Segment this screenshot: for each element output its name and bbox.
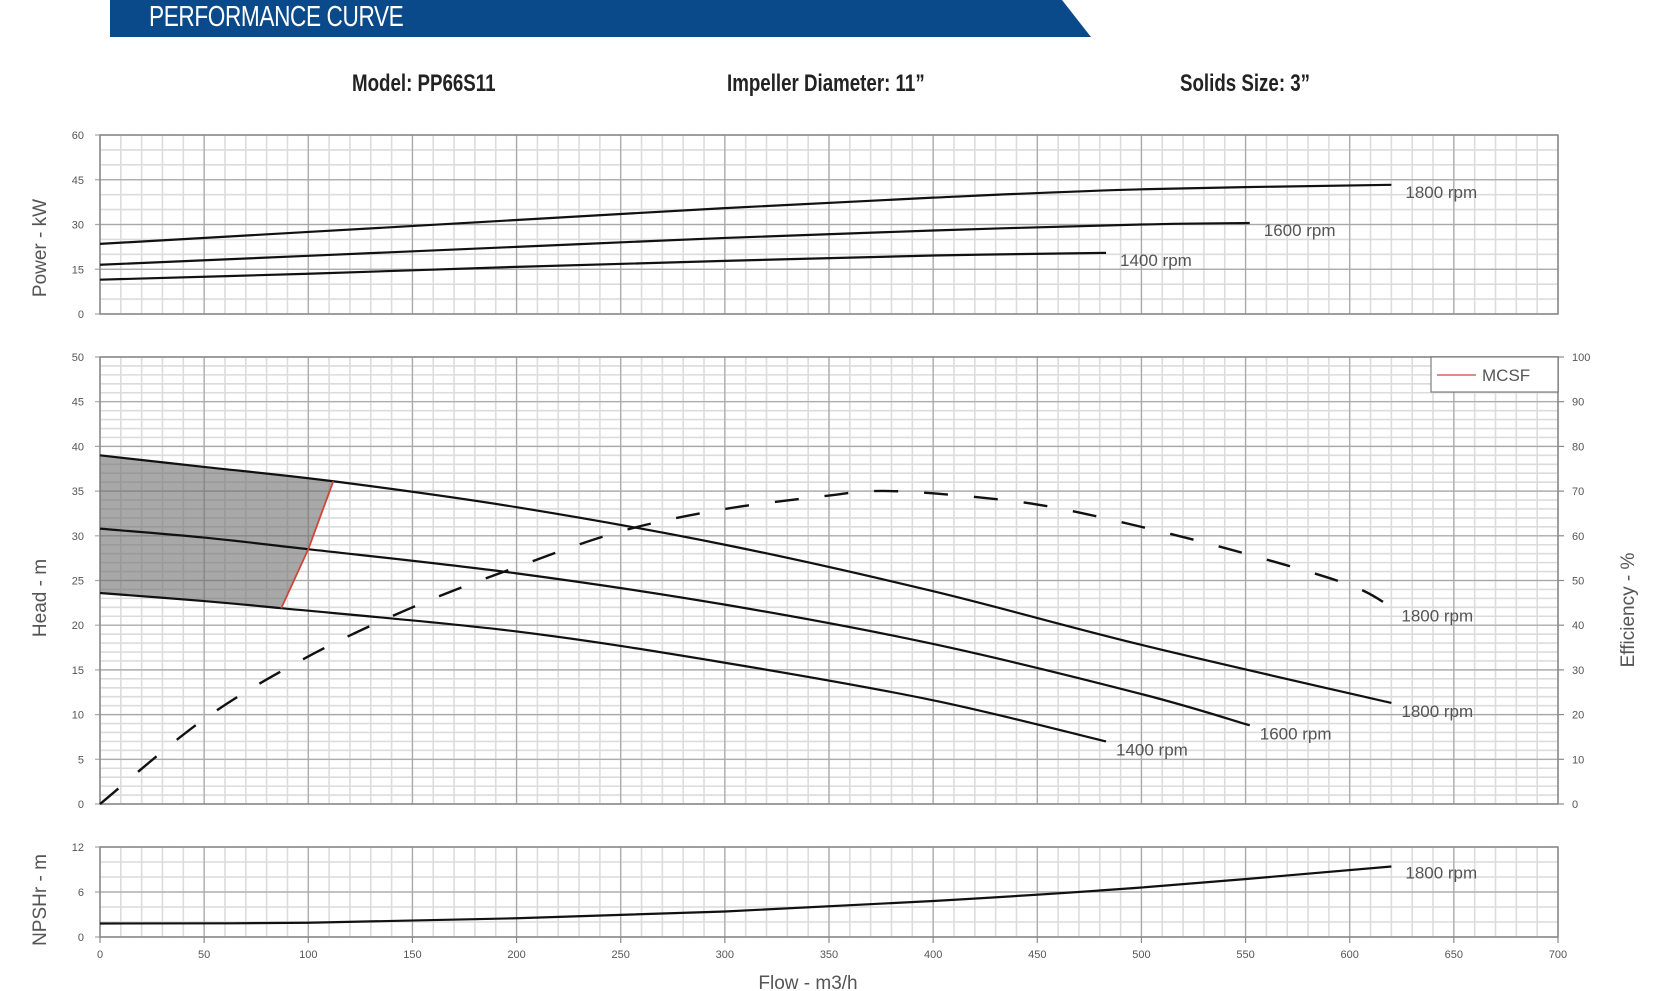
rpm-label: 1800 rpm — [1405, 864, 1477, 883]
rpm-label: 1400 rpm — [1116, 740, 1188, 759]
efficiency-tick-label: 90 — [1572, 397, 1584, 409]
power-curve-1600-rpm — [99, 221, 1250, 266]
title-banner: PERFORMANCE CURVE — [0, 0, 1654, 40]
head-curve-1400-rpm — [99, 591, 1107, 743]
y-tick-label: 12 — [72, 842, 84, 854]
y-tick-label: 45 — [72, 397, 84, 409]
x-tick-label: 650 — [1445, 949, 1463, 961]
y-tick-label: 20 — [72, 620, 84, 632]
power-chart: 0 15 30 45 60 1800 rpm 1600 rpm 1400 rpm — [72, 130, 1559, 321]
x-tick-label: 600 — [1341, 949, 1359, 961]
power-axis-label: Power - kW — [30, 199, 51, 297]
mcsf-shaded-region — [100, 455, 334, 609]
efficiency-tick-label: 10 — [1572, 754, 1584, 766]
rpm-label: 1800 rpm — [1405, 183, 1477, 202]
y-tick-label: 25 — [72, 576, 84, 588]
y-tick-label: 45 — [72, 175, 84, 187]
y-tick-label: 0 — [78, 309, 84, 321]
page-title: PERFORMANCE CURVE — [149, 1, 404, 33]
efficiency-tick-label: 40 — [1572, 620, 1584, 632]
efficiency-tick-label: 30 — [1572, 665, 1584, 677]
x-tick-label: 150 — [403, 949, 421, 961]
x-tick-label: 250 — [612, 949, 630, 961]
flow-axis-label: Flow - m3/h — [758, 973, 857, 991]
x-tick-label: 450 — [1028, 949, 1046, 961]
x-tick-label: 550 — [1236, 949, 1254, 961]
efficiency-tick-label: 80 — [1572, 441, 1584, 453]
npsh-axis-label: NPSHr - m — [30, 854, 51, 946]
y-tick-label: 0 — [78, 932, 84, 944]
mcsf-line — [280, 480, 335, 609]
y-tick-label: 30 — [72, 531, 84, 543]
head-curve-1600-rpm — [99, 527, 1251, 727]
efficiency-tick-label: 20 — [1572, 710, 1584, 722]
x-tick-label: 0 — [97, 949, 103, 961]
x-tick-label: 500 — [1132, 949, 1150, 961]
head-efficiency-chart: 0 5 10 15 20 25 30 35 40 45 50 0 10 20 30 40 50 60 70 80 90 1… — [72, 352, 1591, 811]
y-tick-label: 60 — [72, 130, 84, 142]
efficiency-tick-label: 60 — [1572, 531, 1584, 543]
y-tick-label: 15 — [72, 665, 84, 677]
rpm-label: 1600 rpm — [1260, 724, 1332, 743]
efficiency-curve — [99, 489, 1392, 805]
y-tick-label: 10 — [72, 710, 84, 722]
head-curve-1800-rpm — [99, 454, 1392, 705]
npsh-curve — [99, 865, 1392, 925]
model-label: Model: PP66S11 — [352, 70, 496, 97]
x-tick-label: 700 — [1549, 949, 1567, 961]
y-tick-label: 35 — [72, 486, 84, 498]
impeller-diameter-label: Impeller Diameter: 11” — [727, 70, 925, 97]
legend: MCSF — [1430, 356, 1559, 393]
axis-labels: Power - kW Head - m NPSHr - m Efficiency - … — [30, 199, 1639, 991]
banner-shape — [110, 0, 1091, 37]
efficiency-tick-label: 0 — [1572, 799, 1578, 811]
efficiency-tick-label: 50 — [1572, 576, 1584, 588]
efficiency-axis-label: Efficiency - % — [1618, 553, 1639, 668]
y-tick-label: 0 — [78, 799, 84, 811]
x-tick-label: 100 — [299, 949, 317, 961]
efficiency-tick-label: 100 — [1572, 352, 1590, 364]
power-curve-1400-rpm — [99, 251, 1107, 281]
y-tick-label: 50 — [72, 352, 84, 364]
x-tick-label: 200 — [507, 949, 525, 961]
x-tick-label: 350 — [820, 949, 838, 961]
rpm-label: 1800 rpm — [1401, 702, 1473, 721]
rpm-label: 1800 rpm — [1401, 606, 1473, 625]
y-tick-label: 5 — [78, 754, 84, 766]
rpm-label: 1400 rpm — [1120, 251, 1192, 270]
y-tick-label: 6 — [78, 887, 84, 899]
solids-size-label: Solids Size: 3” — [1180, 70, 1311, 97]
x-tick-label: 400 — [924, 949, 942, 961]
y-tick-label: 15 — [72, 264, 84, 276]
efficiency-tick-label: 70 — [1572, 486, 1584, 498]
head-axis-label: Head - m — [30, 559, 51, 637]
legend-label-mcsf: MCSF — [1482, 366, 1530, 385]
x-tick-label: 300 — [716, 949, 734, 961]
y-tick-label: 30 — [72, 220, 84, 232]
rpm-label: 1600 rpm — [1264, 221, 1336, 240]
x-tick-label: 50 — [198, 949, 210, 961]
power-curve-1800-rpm — [99, 183, 1392, 245]
npsh-chart: 0 6 12 1800 rpm 0 50 100 150 200 250 300 350 400 450 5… — [72, 842, 1567, 961]
y-tick-label: 40 — [72, 441, 84, 453]
